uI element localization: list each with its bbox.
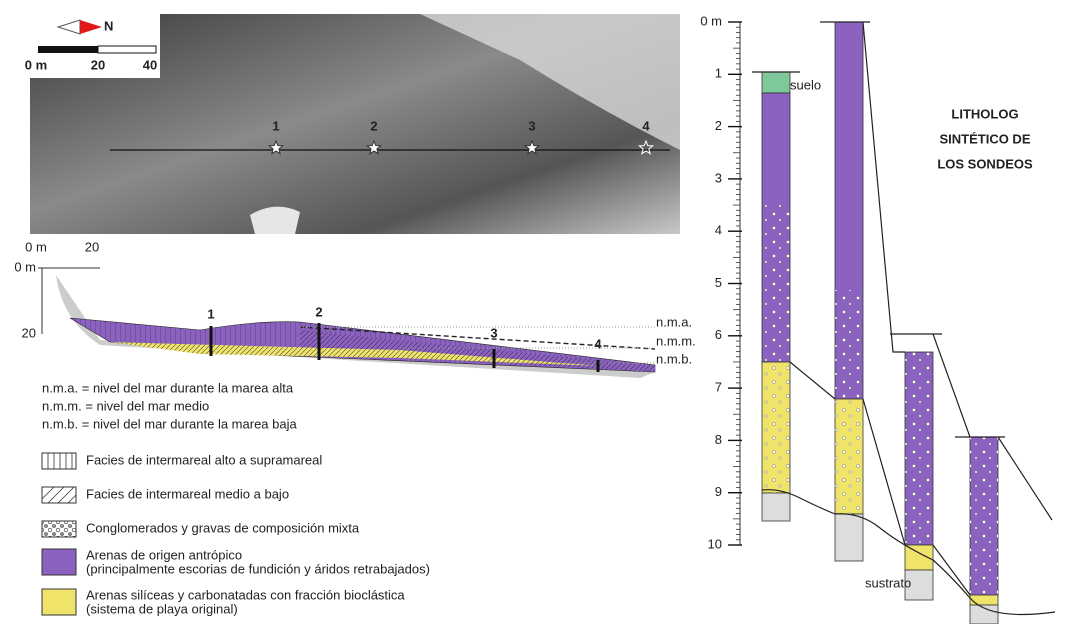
scale-label: 20 <box>91 57 105 72</box>
swatch-vertical <box>42 453 76 469</box>
depth-ticks: 0 m 1 2 3 4 5 6 7 8 9 10 <box>700 13 742 551</box>
depth-label: 4 <box>715 223 722 238</box>
section-scale-x: 0 m <box>25 239 47 254</box>
depth-label: 10 <box>708 536 722 551</box>
well-label: 3 <box>490 325 497 340</box>
depth-label: 3 <box>715 170 722 185</box>
well-label: 2 <box>315 304 322 319</box>
swatch-conglomerate <box>42 521 76 537</box>
clast-overlay <box>762 205 998 595</box>
level-label: n.m.a. <box>656 314 692 329</box>
legend-text: Facies de intermareal alto a supramareal <box>86 452 322 467</box>
scale-label: 0 m <box>25 57 47 72</box>
legend-text: (principalmente escorias de fundición y … <box>86 561 430 576</box>
swatch-anthropic <box>42 549 76 575</box>
definition: n.m.a. = nivel del mar durante la marea … <box>42 380 294 395</box>
scale-label: 40 <box>143 57 157 72</box>
scale-bar <box>38 46 98 53</box>
legend-text: Facies de intermareal medio a bajo <box>86 486 289 501</box>
station-label: 3 <box>528 118 535 133</box>
legend-text: (sistema de playa original) <box>86 601 238 616</box>
legend-text: Arenas silíceas y carbonatadas con fracc… <box>86 587 405 602</box>
depth-label: 6 <box>715 327 722 342</box>
log-title: LITHOLOG <box>951 106 1018 121</box>
level-label: n.m.b. <box>656 351 692 366</box>
depth-label: 5 <box>715 275 722 290</box>
station-label: 2 <box>370 118 377 133</box>
section-scale-x: 20 <box>85 239 99 254</box>
station-label: 4 <box>642 118 650 133</box>
depth-label: 8 <box>715 432 722 447</box>
depth-label: 9 <box>715 484 722 499</box>
log-title: SINTÉTICO DE <box>939 131 1030 146</box>
depth-label: 2 <box>715 118 722 133</box>
definition: n.m.b. = nivel del mar durante la marea … <box>42 416 297 431</box>
swatch-beach <box>42 589 76 615</box>
legend-text: Conglomerados y gravas de composición mi… <box>86 520 360 535</box>
log-title: LOS SONDEOS <box>937 156 1033 171</box>
section-scale-y: 0 m <box>14 259 36 274</box>
figure: 0 m 1 2 3 4 5 6 7 8 9 10 suelo sustrato N 0 m 20 40 1 2… <box>0 0 1067 624</box>
depth-label: 1 <box>715 66 722 81</box>
depth-label: 7 <box>715 380 722 395</box>
north-label: N <box>104 18 113 33</box>
substrate-label: sustrato <box>865 575 911 590</box>
well-label: 4 <box>594 336 602 351</box>
soil-label: suelo <box>790 77 821 92</box>
well-label: 1 <box>207 306 214 321</box>
definition: n.m.m. = nivel del mar medio <box>42 398 209 413</box>
level-label: n.m.m. <box>656 333 696 348</box>
scale-bar <box>98 46 156 53</box>
section-scale-y: 20 <box>22 325 36 340</box>
station-label: 1 <box>272 118 279 133</box>
depth-label: 0 m <box>700 13 722 28</box>
legend-text: Arenas de origen antrópico <box>86 547 242 562</box>
